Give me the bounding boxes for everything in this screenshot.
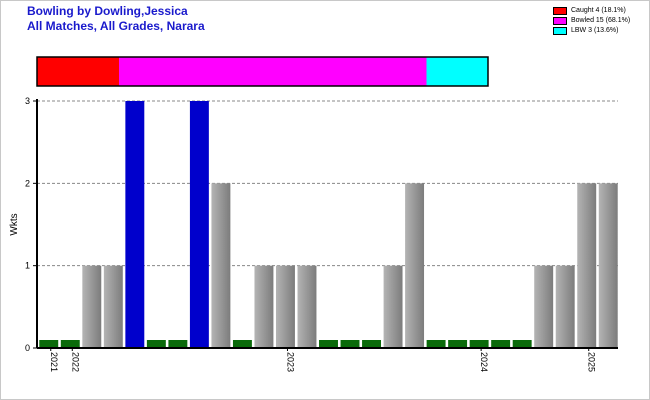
legend-item-lbw: LBW 3 (13.6%): [553, 26, 630, 36]
bar-12: [297, 265, 317, 348]
bar-5: [146, 340, 166, 348]
breakdown-bar-outline: [36, 56, 489, 87]
title-line-2: All Matches, All Grades, Narara: [27, 19, 205, 33]
y-tick-label-2: 2: [25, 178, 30, 188]
x-tick-label-2024: 2024: [479, 352, 489, 372]
bar-21: [491, 340, 511, 348]
bar-16: [383, 265, 403, 348]
bar-1: [60, 340, 80, 348]
bar-17: [405, 183, 425, 348]
legend: Caught 4 (18.1%) Bowled 15 (68.1%) LBW 3…: [553, 6, 630, 36]
bar-15: [362, 340, 382, 348]
legend-swatch-bowled: [553, 17, 567, 25]
bar-11: [275, 265, 295, 348]
legend-label-lbw: LBW 3 (13.6%): [571, 27, 619, 34]
bar-7: [189, 101, 209, 348]
y-axis-title: Wkts: [9, 213, 20, 235]
legend-label-bowled: Bowled 15 (68.1%): [571, 17, 631, 24]
bar-14: [340, 340, 360, 348]
legend-item-caught: Caught 4 (18.1%): [553, 6, 630, 16]
bar-20: [469, 340, 489, 348]
x-tick-label-2021: 2021: [49, 352, 59, 372]
y-tick-label-1: 1: [25, 261, 30, 271]
bar-4: [125, 101, 145, 348]
bar-23: [534, 265, 554, 348]
bar-2: [82, 265, 102, 348]
bar-26: [598, 183, 618, 348]
bar-24: [555, 265, 575, 348]
bar-13: [319, 340, 338, 348]
bar-10: [254, 265, 274, 348]
bar-19: [448, 340, 468, 348]
title-line-1: Bowling by Dowling,Jessica: [27, 4, 188, 18]
bar-3: [103, 265, 123, 348]
legend-label-caught: Caught 4 (18.1%): [571, 7, 626, 14]
legend-swatch-caught: [553, 7, 567, 15]
x-tick-label-2025: 2025: [587, 352, 597, 372]
bar-6: [168, 340, 188, 348]
y-tick-label-0: 0: [25, 343, 30, 353]
bar-0: [39, 340, 59, 348]
bar-18: [426, 340, 446, 348]
breakdown-segment-caught: [37, 57, 119, 86]
bar-8: [211, 183, 231, 348]
x-tick-label-2022: 2022: [70, 352, 80, 372]
chart-title: Bowling by Dowling,Jessica All Matches, …: [27, 4, 205, 34]
bar-22: [512, 340, 532, 348]
bar-9: [232, 340, 252, 348]
breakdown-segment-lbw: [426, 57, 488, 86]
y-tick-label-3: 3: [25, 96, 30, 106]
bar-25: [577, 183, 597, 348]
breakdown-segment-bowled: [119, 57, 427, 86]
legend-item-bowled: Bowled 15 (68.1%): [553, 16, 630, 26]
x-tick-label-2023: 2023: [285, 352, 295, 372]
legend-swatch-lbw: [553, 27, 567, 35]
